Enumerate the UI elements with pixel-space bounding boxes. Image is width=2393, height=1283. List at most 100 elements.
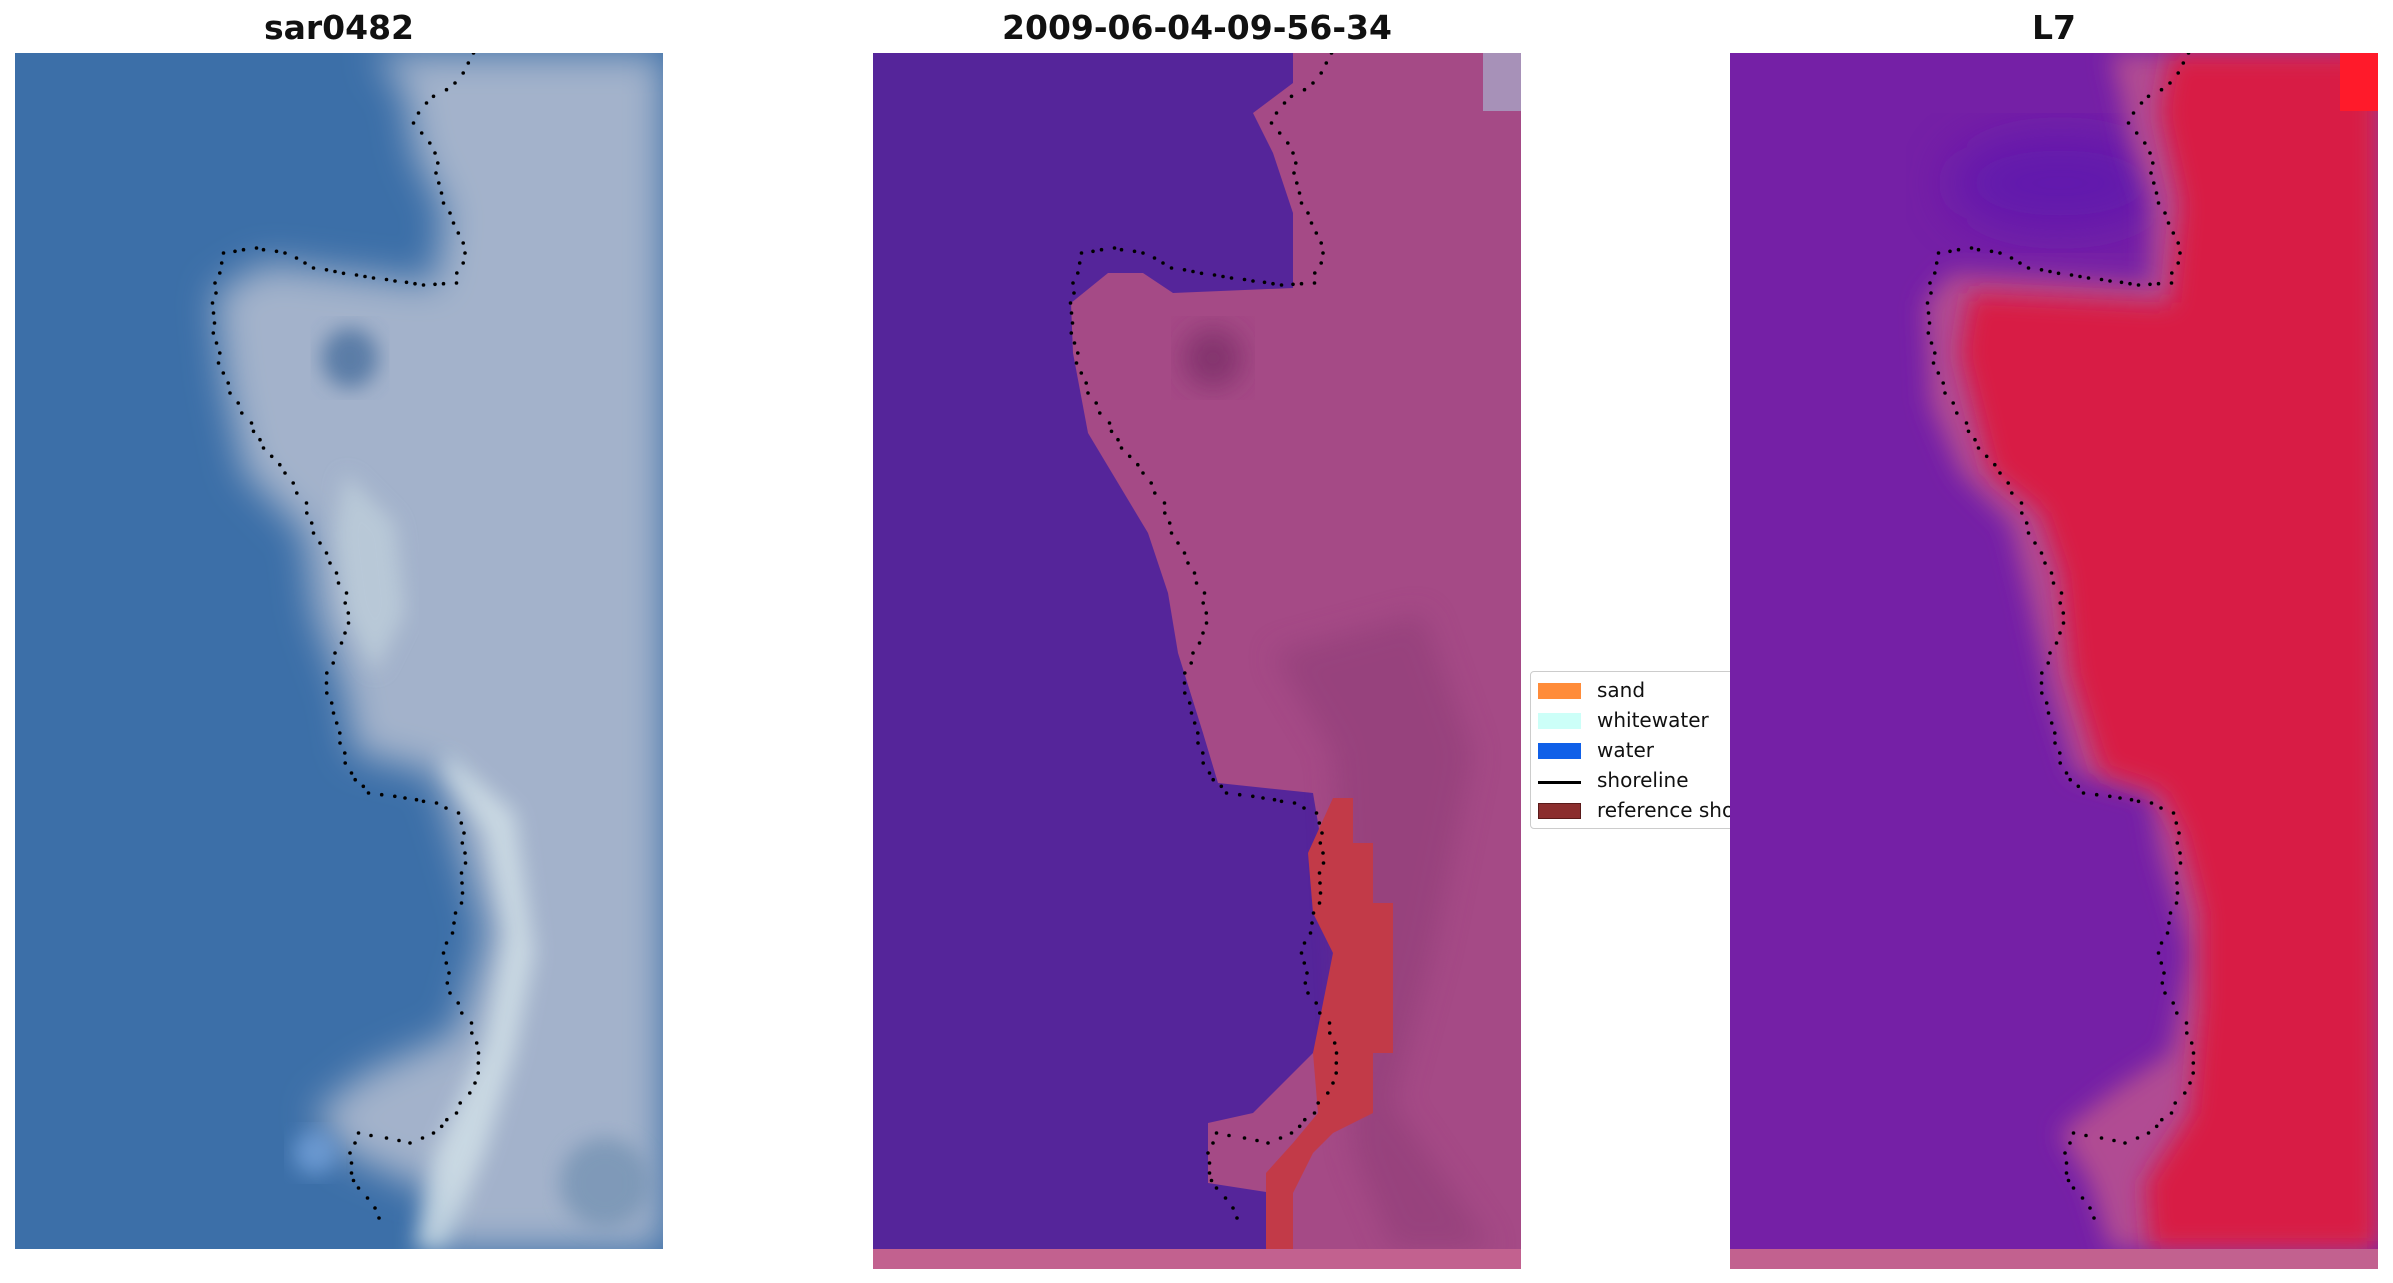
- shoreline-dot: [1964, 421, 1969, 425]
- shoreline-dot: [1332, 1041, 1337, 1045]
- shoreline-dot: [1302, 941, 1307, 945]
- index-bottom-strip: [1730, 1249, 2378, 1269]
- shoreline-dot: [2191, 1061, 2196, 1065]
- shoreline-dot: [2149, 171, 2153, 175]
- shoreline-dot: [1291, 282, 1295, 287]
- shoreline-dot: [447, 971, 451, 975]
- shoreline-dot: [2170, 271, 2174, 275]
- shoreline-dot: [384, 1136, 389, 1140]
- shoreline-dot: [213, 281, 217, 285]
- shoreline-dot: [473, 1081, 477, 1085]
- shoreline-dot: [2044, 701, 2049, 705]
- shoreline-dot: [1242, 277, 1247, 282]
- shoreline-dot: [329, 701, 334, 705]
- shoreline-dot: [1187, 701, 1192, 705]
- shoreline-dot: [1311, 81, 1315, 85]
- shoreline-dot: [460, 841, 465, 845]
- shoreline-dot: [463, 851, 467, 855]
- shoreline-dot: [1933, 351, 1937, 355]
- shoreline-dot: [1295, 181, 1299, 185]
- shoreline-dot: [2174, 821, 2179, 825]
- shoreline-dot: [1303, 981, 1308, 985]
- shoreline-dot: [349, 1171, 354, 1175]
- shoreline-dot: [2010, 491, 2014, 495]
- shoreline-dot: [1069, 331, 1074, 335]
- shoreline-dot: [309, 521, 314, 525]
- shoreline-dot: [439, 191, 444, 195]
- shoreline-dot: [452, 921, 456, 925]
- shoreline-dot: [434, 801, 439, 805]
- shoreline-dot: [1196, 741, 1200, 745]
- shoreline-dot: [2160, 1117, 2164, 1122]
- shoreline-dot: [373, 1206, 377, 1210]
- shoreline-dot: [2051, 581, 2056, 585]
- shoreline-dot: [214, 291, 218, 295]
- shoreline-dot: [2159, 941, 2164, 945]
- shoreline-dot: [2156, 281, 2161, 286]
- rgb-inland-dark: [560, 1138, 650, 1228]
- shoreline-dot: [1311, 911, 1316, 915]
- shoreline-dot: [2176, 261, 2180, 265]
- shoreline-dot: [1149, 481, 1153, 485]
- shoreline-dot: [1282, 101, 1287, 105]
- shoreline-dot: [236, 401, 240, 405]
- shoreline-dot: [2066, 1178, 2071, 1183]
- shoreline-dot: [1112, 246, 1117, 250]
- shoreline-dot: [1076, 271, 1080, 275]
- shoreline-dot: [1998, 471, 2002, 475]
- shoreline-dot: [2123, 1141, 2127, 1145]
- shoreline-dot: [331, 711, 336, 715]
- shoreline-dot: [444, 87, 449, 92]
- shoreline-dot: [240, 411, 244, 415]
- shoreline-dot: [1262, 280, 1267, 285]
- classified-corner-patch: [1483, 53, 1521, 111]
- legend-label-reference-shoreline: reference shoreline: [1597, 798, 1735, 822]
- shoreline-dot: [2126, 121, 2131, 125]
- shoreline-dot: [377, 1216, 381, 1220]
- shoreline-dot: [1152, 256, 1157, 260]
- shoreline-dot: [371, 276, 376, 280]
- shoreline-dot: [1176, 541, 1180, 545]
- shoreline-dot: [2178, 251, 2182, 255]
- shoreline-dot: [1943, 391, 1947, 395]
- shoreline-dot: [2018, 261, 2022, 265]
- shoreline-dot: [433, 151, 437, 155]
- shoreline-dot: [1207, 1161, 1212, 1165]
- shoreline-dot: [324, 551, 329, 555]
- shoreline-dot: [1314, 811, 1319, 815]
- shoreline-dot: [1242, 1136, 1247, 1140]
- shoreline-dot: [325, 671, 329, 675]
- shoreline-dot: [1192, 571, 1197, 575]
- shoreline-dot: [1936, 251, 1941, 255]
- shoreline-dot: [241, 247, 246, 252]
- shoreline-dot: [1314, 1001, 1318, 1005]
- shoreline-dot: [1201, 761, 1205, 765]
- shoreline-dot: [2064, 771, 2069, 775]
- shoreline-dot: [437, 181, 441, 185]
- shoreline-dot: [1163, 511, 1167, 515]
- shoreline-dot: [1925, 301, 1930, 305]
- shoreline-dot: [1299, 201, 1304, 205]
- shoreline-dot: [456, 811, 461, 815]
- shoreline-dot: [1278, 1136, 1283, 1140]
- shoreline-dot: [393, 279, 397, 283]
- shoreline-dot: [476, 1071, 481, 1075]
- shoreline-dot: [1334, 1061, 1339, 1065]
- index-corner-patch: [2340, 53, 2378, 111]
- shoreline-dot: [1329, 53, 1334, 55]
- shoreline-dot: [1948, 249, 1952, 254]
- shoreline-dot: [2189, 1041, 2194, 1045]
- shoreline-dot: [1299, 951, 1304, 955]
- shoreline-dot: [324, 681, 329, 685]
- shoreline-dot: [356, 1186, 361, 1190]
- shoreline-dot: [453, 911, 458, 915]
- shoreline-dot: [2171, 811, 2176, 815]
- shoreline-dot: [2053, 741, 2057, 745]
- shoreline-dot: [221, 371, 226, 375]
- shoreline-dot: [474, 1041, 479, 1045]
- shoreline-dot: [2094, 792, 2099, 797]
- shoreline-dot: [2118, 796, 2122, 800]
- shoreline-dot: [1318, 881, 1322, 885]
- shoreline-dot: [1229, 276, 1234, 280]
- shoreline-dot: [2040, 691, 2044, 695]
